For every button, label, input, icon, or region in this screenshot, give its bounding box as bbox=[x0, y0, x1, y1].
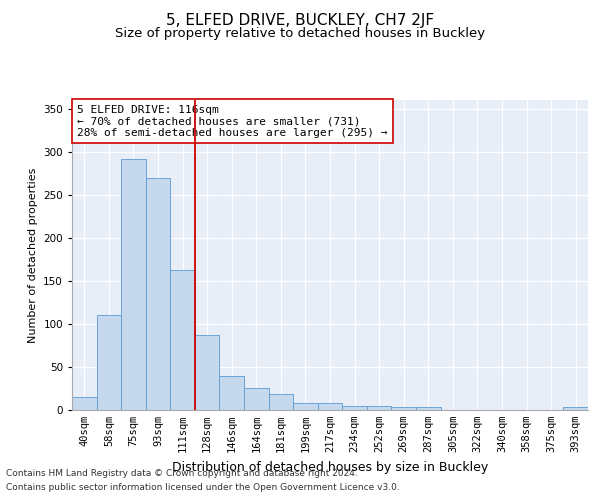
Text: 5 ELFED DRIVE: 116sqm
← 70% of detached houses are smaller (731)
28% of semi-det: 5 ELFED DRIVE: 116sqm ← 70% of detached … bbox=[77, 104, 388, 138]
Bar bbox=[72, 397, 97, 410]
Bar bbox=[367, 406, 391, 410]
Bar bbox=[318, 403, 342, 410]
Bar bbox=[563, 408, 588, 410]
Bar bbox=[244, 388, 269, 410]
Bar bbox=[220, 376, 244, 410]
Bar bbox=[195, 335, 220, 410]
Bar bbox=[342, 406, 367, 410]
Bar bbox=[170, 270, 195, 410]
X-axis label: Distribution of detached houses by size in Buckley: Distribution of detached houses by size … bbox=[172, 460, 488, 473]
Bar bbox=[146, 178, 170, 410]
Text: 5, ELFED DRIVE, BUCKLEY, CH7 2JF: 5, ELFED DRIVE, BUCKLEY, CH7 2JF bbox=[166, 12, 434, 28]
Y-axis label: Number of detached properties: Number of detached properties bbox=[28, 168, 38, 342]
Bar bbox=[293, 403, 318, 410]
Text: Contains public sector information licensed under the Open Government Licence v3: Contains public sector information licen… bbox=[6, 484, 400, 492]
Bar bbox=[269, 394, 293, 410]
Bar bbox=[416, 408, 440, 410]
Text: Contains HM Land Registry data © Crown copyright and database right 2024.: Contains HM Land Registry data © Crown c… bbox=[6, 468, 358, 477]
Bar bbox=[121, 160, 146, 410]
Text: Size of property relative to detached houses in Buckley: Size of property relative to detached ho… bbox=[115, 28, 485, 40]
Bar bbox=[97, 316, 121, 410]
Bar bbox=[391, 408, 416, 410]
